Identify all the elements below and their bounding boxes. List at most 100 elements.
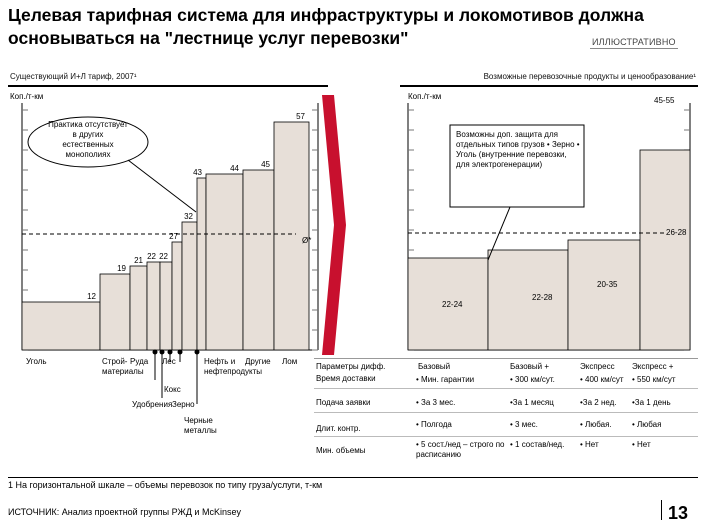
left-annotation-text: Практика отсутствует в других естественн… [48,120,128,159]
row-volume-express: • Нет [580,440,599,449]
row-delivery-express: • 400 км/сут [580,375,624,384]
right-bar-0 [407,257,489,351]
category-les: Лес [162,357,176,366]
left-bar-5 [171,241,183,351]
right-value-express: 20-35 [597,280,618,289]
page-divider [661,500,662,520]
category-neft: Нефть и нефтепродукты [204,357,263,376]
row-order-label: Подача заявки [316,398,371,407]
right-value-basic: 22-24 [442,300,463,309]
table-rule-2 [314,412,698,413]
left-value-label-4: 22 [159,252,168,261]
right-value-basic-plus: 22-28 [532,293,553,302]
row-delivery-basic-plus: • 300 км/сут. [510,375,555,384]
row-volume-basic: • 5 сост./нед – строго по расписанию [416,440,505,459]
category-ruda: Руда [130,357,149,366]
right-average-label: 26-28 [666,228,687,237]
left-y-ticks [22,109,318,351]
left-bar-2 [129,265,148,351]
row-contract-express: • Любая. [580,420,612,429]
category-udob: Удобрения [132,400,173,409]
footnote: 1 На горизонтальной шкале – объемы перев… [8,480,323,490]
right-header-rule [400,85,698,87]
row-contract-basic-plus: • 3 мес. [510,420,538,429]
left-value-label-6: 32 [184,212,193,221]
category-ugol: Уголь [26,357,47,366]
left-bar-3 [146,261,161,351]
left-bar-9 [242,169,275,351]
right-annotation-text: Возможны доп. защита для отдельных типов… [456,130,580,169]
row-order-basic: • За 3 мес. [416,398,456,407]
right-y-label: Коп./т-км [408,92,442,101]
row-order-basic-plus: •За 1 месяц [510,398,554,407]
category-zerno: Зерно [172,400,195,409]
left-value-label-5: 27 [169,232,178,241]
row-delivery-basic: • Мин. гарантии [416,375,475,384]
left-bar-4 [159,261,173,351]
left-bar-10 [273,121,310,351]
right-bars [407,149,691,351]
row-contract-express-plus: • Любая [632,420,662,429]
red-arrow [322,95,346,355]
illustrative-badge: ИЛЛЮСТРАТИВНО [590,37,678,49]
right-annotation-pointer [487,206,511,261]
right-chart-area [407,103,691,351]
right-value-express-plus: 45-55 [654,96,675,105]
row-order-express-plus: •За 1 день [632,398,671,407]
left-y-label: Коп./т-км [10,92,44,101]
left-value-label-10: 57 [296,112,305,121]
category-dots [152,349,200,355]
left-bars [21,121,310,351]
table-header-basic-plus: Базовый + [510,362,549,371]
table-header-param: Параметры дифф. [316,362,386,371]
category-stroi: Строй-материалы [102,357,144,376]
left-annotation-pointer [127,159,197,213]
category-lom: Лом [282,357,298,366]
left-bar-8 [205,173,244,351]
left-value-label-7: 43 [193,168,202,177]
footnote-rule [8,477,698,478]
left-value-label-8: 44 [230,164,239,173]
page-title: Целевая тарифная система для инфраструкт… [8,5,644,48]
left-value-label-0: 12 [87,292,96,301]
left-bar-0 [21,301,101,351]
row-contract-basic: • Полгода [416,420,452,429]
row-volume-basic-plus: • 1 состав/нед. [510,440,565,449]
table-header-express-plus: Экспресс + [632,362,674,371]
row-volume-label: Мин. объемы [316,446,366,455]
left-chart-title: Существующий И+Л тариф, 2007¹ [10,72,137,81]
left-header-rule [8,85,328,87]
row-order-express: •За 2 нед. [580,398,617,407]
left-bar-7 [196,177,207,351]
left-value-label-1: 19 [117,264,126,273]
page-number: 13 [668,503,689,523]
right-bar-3 [639,149,691,351]
left-value-label-2: 21 [134,256,143,265]
left-value-label-9: 45 [261,160,270,169]
right-chart-title: Возможные перевозочные продукты и ценооб… [483,72,696,81]
category-drugie: Другие [245,357,271,366]
table-header-express: Экспресс [580,362,615,371]
source: ИСТОЧНИК: Анализ проектной группы РЖД и … [8,507,241,517]
right-bar-2 [567,239,641,351]
row-delivery-express-plus: • 550 км/сут [632,375,676,384]
left-average-label: Ø* [302,236,312,245]
left-chart-area: 12 19 21 22 22 27 32 43 44 45 57 [21,103,319,351]
left-value-labels: 12 19 21 22 22 27 32 43 44 45 57 [87,112,305,301]
left-value-label-3: 22 [147,252,156,261]
category-chern-met: Черные металлы [184,416,217,435]
row-delivery-label: Время доставки [316,374,376,383]
table-top-rule [314,358,698,359]
left-bar-6 [181,221,198,351]
table-rule-3 [314,436,698,437]
table-header-basic: Базовый [418,362,451,371]
left-annotation-bubble [27,116,149,168]
row-volume-express-plus: • Нет [632,440,651,449]
left-bar-1 [99,273,131,351]
category-koks: Кокс [164,385,181,394]
right-bar-1 [487,249,569,351]
row-contract-label: Длит. контр. [316,424,361,433]
table-rule-1 [314,388,698,389]
right-annotation-box [449,124,585,208]
